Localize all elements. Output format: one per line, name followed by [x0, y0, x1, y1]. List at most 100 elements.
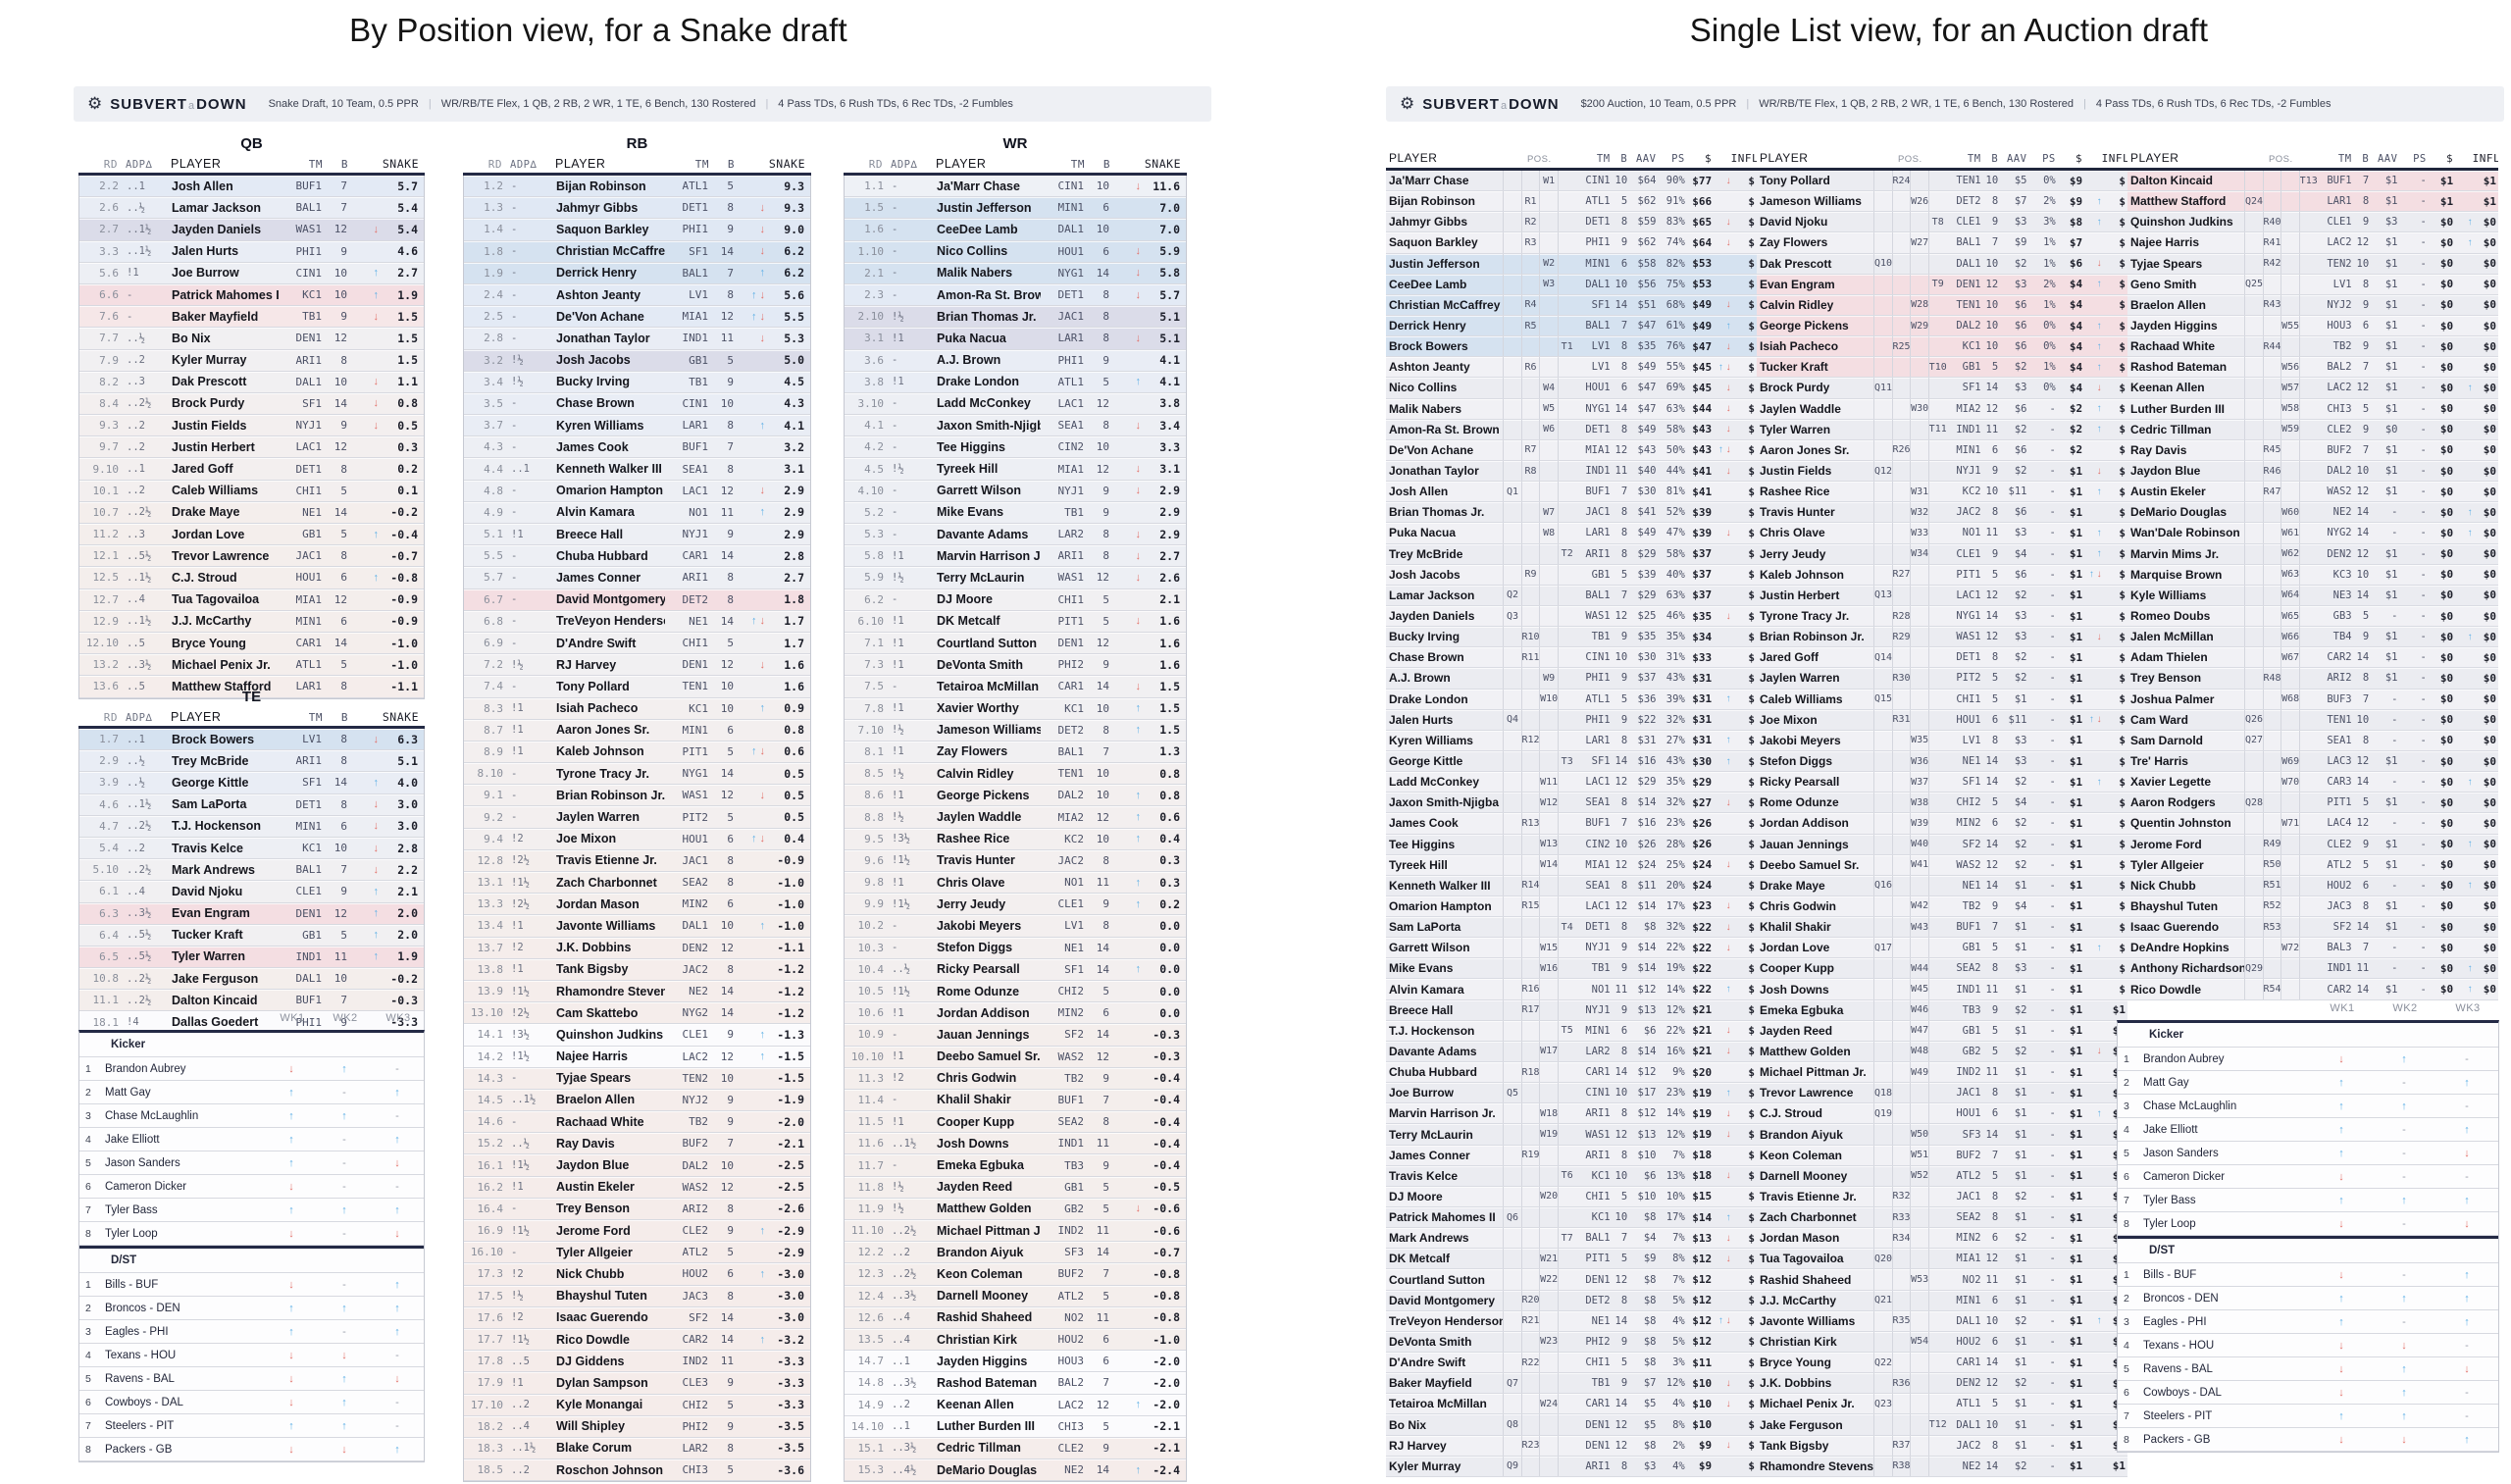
player-row[interactable]: 9.9 !1½ Jerry Jeudy CLE1 9 ↑ 0.2	[845, 894, 1186, 916]
player-row[interactable]: 6.3 ..3½ Evan Engram DEN1 12 ↑ 2.0	[79, 902, 424, 925]
player-row[interactable]: Chris Olave W33 NO1 11 $3- $1 ↑ $	[1757, 523, 2127, 544]
dst-row[interactable]: 2 Broncos - DEN ↑ ↑ ↑	[2118, 1287, 2498, 1310]
player-row[interactable]: 18.1 !4 Dallas Goedert PHI1 9 -3.3	[79, 1011, 424, 1034]
player-row[interactable]: 17.9 !1 Dylan Sampson CLE3 9 -3.3	[464, 1372, 810, 1395]
player-row[interactable]: Josh Jacobs R9 GB1 5 $39 40% $37 $	[1386, 564, 1757, 586]
player-row[interactable]: Ladd McConkey W11 LAC1 12 $29 35% $29 $	[1386, 772, 1757, 793]
player-row[interactable]: 3.8 !1 Drake London ATL1 5 ↑ 4.1	[845, 371, 1186, 393]
player-row[interactable]: Keenan Allen W57 LAC2 12 $1- $0 ↑ $0	[2127, 378, 2498, 399]
player-row[interactable]: Tyler Warren T11 IND1 11 $2- $2 ↑ $	[1757, 419, 2127, 440]
player-row[interactable]: Quinshon Judkins R40 CLE1 9 $3- $0 ↑ $0	[2127, 212, 2498, 233]
player-row[interactable]: Malik Nabers W5 NYG1 14 $47 63% $44 ↓ $	[1386, 398, 1757, 420]
player-row[interactable]: Derrick Henry R5 BAL1 7 $47 61% $49 ↑ $	[1386, 315, 1757, 337]
player-row[interactable]: 3.3 ..1½ Jalen Hurts PHI1 9 4.6	[79, 240, 424, 263]
player-row[interactable]: 6.8-TreVeyon HendersonNE114↑ ↓1.7	[464, 610, 810, 633]
player-row[interactable]: Jayden Daniels Q3 WAS1 12 $25 46% $35 ↓ $	[1386, 605, 1757, 628]
player-row[interactable]: Stefon Diggs W36 NE1 14 $3- $1 $	[1757, 750, 2127, 773]
player-row[interactable]: 6.1 ..4 David Njoku CLE1 9 ↑ 2.1	[79, 881, 424, 903]
player-row[interactable]: Tony Pollard R24 TEN1 10 $5 0% $9 $	[1757, 171, 2127, 192]
player-row[interactable]: Marquise Brown W63 KC3 10 $1- $0 $0	[2127, 564, 2498, 586]
player-row[interactable]: 17.7 !1½ Rico Dowdle CAR2 14 ↑ -3.2	[464, 1328, 810, 1352]
player-row[interactable]: 14.2 !1½ Najee Harris LAC2 12 ↑ -1.5	[464, 1046, 810, 1068]
player-row[interactable]: 6.6- Patrick Mahomes II KC1 10 ↑ 1.9	[79, 283, 424, 307]
player-row[interactable]: Josh Downs W45 IND1 11 $1- $1 $	[1757, 979, 2127, 1000]
player-row[interactable]: 11.8 !½ Jayden Reed GB1 5 -0.5	[845, 1176, 1186, 1199]
player-row[interactable]: Trey Benson R48 ARI2 8 $1- $0 $0	[2127, 668, 2498, 690]
player-row[interactable]: 14.1 !3½ Quinshon Judkins CLE1 9 ↑ -1.3	[464, 1024, 810, 1047]
player-row[interactable]: Kenneth Walker III R14 SEA1 8 $11 20% $24 $	[1386, 875, 1757, 896]
player-row[interactable]: 12.5 ..1½ C.J. Stroud HOU1 6 ↑ -0.8	[79, 567, 424, 589]
player-row[interactable]: 2.6 ..½ Lamar Jackson BAL1 7 5.4	[79, 197, 424, 220]
dst-row[interactable]: 1 Bills - BUF ↓ - ↑	[2118, 1263, 2498, 1287]
player-row[interactable]: 7.8 !1 Xavier Worthy KC1 10 ↑ 1.5	[845, 697, 1186, 720]
player-row[interactable]: Jonathan Taylor R8 IND1 11 $40 44% $41 ↓ $	[1386, 460, 1757, 483]
kicker-row[interactable]: 7 Tyler Bass ↑ ↑ ↑	[79, 1199, 424, 1222]
player-row[interactable]: Dak Prescott Q10 DAL1 10 $2 1% $6 ↓ $	[1757, 253, 2127, 275]
kicker-row[interactable]: 6 Cameron Dicker ↓ - -	[2118, 1165, 2498, 1189]
player-row[interactable]: Tyjae Spears R42 TEN2 10 $1- $0 $0	[2127, 253, 2498, 275]
player-row[interactable]: George Pickens W29 DAL2 10 $6 0% $4 ↑ $	[1757, 315, 2127, 337]
player-row[interactable]: 16.9 !1½ Jerome Ford CLE2 9 ↑ -2.9	[464, 1220, 810, 1243]
player-row[interactable]: Ricky Pearsall W37 SF1 14 $2- $1 ↑ $	[1757, 772, 2127, 793]
player-row[interactable]: 11.7- Emeka Egbuka TB3 9 -0.4	[845, 1154, 1186, 1177]
player-row[interactable]: 1.1- Ja'Marr Chase CIN1 10 ↓ 11.6	[845, 176, 1186, 198]
dst-row[interactable]: 3 Eagles - PHI ↑ - ↑	[79, 1320, 424, 1344]
player-row[interactable]: Kaleb Johnson R27 PIT1 5 $6- $1 ↑ ↓ $	[1757, 564, 2127, 586]
player-row[interactable]: 7.4- Tony Pollard TEN1 10 1.6	[464, 676, 810, 698]
player-row[interactable]: 16.1 !1½ Jaydon Blue DAL2 10 -2.5	[464, 1154, 810, 1177]
kicker-row[interactable]: 5 Jason Sanders ↑ - ↓	[2118, 1142, 2498, 1165]
player-row[interactable]: 4.9- Alvin Kamara NO1 11 ↑ 2.9	[464, 501, 810, 524]
player-row[interactable]: 3.1 !1 Puka Nacua LAR1 8 ↓ 5.1	[845, 328, 1186, 350]
player-row[interactable]: Jared Goff Q14 DET1 8 $2- $1 $	[1757, 647, 2127, 669]
player-row[interactable]: Travis Kelce T6 KC1 10 $6 13% $18 ↓ $	[1386, 1165, 1757, 1187]
player-row[interactable]: 13.4 !1 Javonte Williams DAL1 10 ↑ -1.0	[464, 915, 810, 938]
player-row[interactable]: Cam Ward Q26 TEN1 10- - $0 $0	[2127, 709, 2498, 731]
dst-row[interactable]: 5 Ravens - BAL ↓ ↑ ↓	[79, 1367, 424, 1391]
player-row[interactable]: George Kittle T3 SF1 14 $16 43% $30 ↑ $	[1386, 750, 1757, 773]
player-row[interactable]: 11.4- Khalil Shakir BUF1 7 -0.4	[845, 1089, 1186, 1112]
player-row[interactable]: 7.1 !1 Courtland Sutton DEN1 12 1.6	[845, 632, 1186, 655]
player-row[interactable]: 5.1 !1 Breece Hall NYJ1 9 2.9	[464, 524, 810, 546]
player-row[interactable]: 1.9- Derrick Henry BAL1 7 ↑ 6.2	[464, 262, 810, 284]
player-row[interactable]: 12.2 ..2 Brandon Aiyuk SF3 14 -0.7	[845, 1242, 1186, 1264]
player-row[interactable]: 10.6 !1 Jordan Addison MIN2 6 0.0	[845, 1002, 1186, 1025]
player-row[interactable]: 9.8 !1 Chris Olave NO1 11 ↑ 0.3	[845, 872, 1186, 895]
player-row[interactable]: 10.2- Jakobi Meyers LV1 8 0.0	[845, 915, 1186, 938]
dst-row[interactable]: 7 Steelers - PIT ↑ ↑ -	[79, 1414, 424, 1438]
player-row[interactable]: Isaac Guerendo R53 SF2 14 $1- $0 $0	[2127, 917, 2498, 939]
player-row[interactable]: 5.7- James Conner ARI1 8 2.7	[464, 567, 810, 589]
player-row[interactable]: Drake London W10 ATL1 5 $36 39% $31 ↑ $	[1386, 689, 1757, 710]
player-row[interactable]: 9.3 ..2 Justin Fields NYJ1 9 ↓ 0.5	[79, 415, 424, 437]
player-row[interactable]: Caleb Williams Q15 CHI1 5 $1- $1 $	[1757, 689, 2127, 710]
player-row[interactable]: 10.4 ..½ Ricky Pearsall SF1 14 ↑ 0.0	[845, 958, 1186, 981]
player-row[interactable]: Luther Burden III W58 CHI3 5 $1- $0 $0	[2127, 398, 2498, 420]
player-row[interactable]: Alvin Kamara R16 NO1 11 $12 14% $22 ↑ $	[1386, 979, 1757, 1000]
player-row[interactable]: Jameson Williams W26 DET2 8 $7 2% $9 ↑ $	[1757, 191, 2127, 213]
player-row[interactable]: David Njoku T8 CLE1 9 $3 3% $8 ↑ $	[1757, 212, 2127, 233]
player-row[interactable]: Jerome Ford R49 CLE2 9 $1- $0 ↑ $0	[2127, 834, 2498, 855]
player-row[interactable]: DeVonta Smith W23 PHI2 9 $8 5% $12 $	[1386, 1331, 1757, 1354]
player-row[interactable]: Rhamondre StevensonR38NE214$2-$1$1	[1757, 1456, 2127, 1477]
player-row[interactable]: RJ Harvey R23 DEN1 12 $8 2% $9 ↓ $	[1386, 1435, 1757, 1457]
player-row[interactable]: Xavier Legette W70 CAR3 14- - $0 ↑ $0	[2127, 772, 2498, 793]
player-row[interactable]: Khalil Shakir W43 BUF1 7 $1- $1 $	[1757, 917, 2127, 939]
player-row[interactable]: 12.3 ..2½ Keon Coleman BUF2 7 -0.8	[845, 1263, 1186, 1286]
player-row[interactable]: Isiah Pacheco R25 KC1 10 $6 0% $4 ↑ $	[1757, 336, 2127, 358]
player-row[interactable]: 5.3- Davante Adams LAR2 8 ↓ 2.9	[845, 524, 1186, 546]
player-row[interactable]: 8.9 !1 Kaleb Johnson PIT1 5 ↑ ↓ 0.6	[464, 741, 810, 764]
player-row[interactable]: Anthony Richardson Q29 IND1 11- - $0 ↑ $0	[2127, 958, 2498, 980]
player-row[interactable]: Jaxon Smith-Njigba W12 SEA1 8 $14 32% $27 ↓ $	[1386, 793, 1757, 814]
player-row[interactable]: DK Metcalf W21 PIT1 5 $9 8% $12 ↓ $	[1386, 1249, 1757, 1270]
player-row[interactable]: Kyle Williams W64 NE3 14 $1- $0 $0	[2127, 585, 2498, 606]
player-row[interactable]: Jayden Higgins W55 HOU3 6 $1- $0 $0	[2127, 315, 2498, 337]
player-row[interactable]: 14.3- Tyjae Spears TEN2 10 -1.5	[464, 1067, 810, 1090]
player-row[interactable]: 13.8 !1 Tank Bigsby JAC2 8 -1.2	[464, 958, 810, 981]
player-row[interactable]: Ray Davis R45 BUF2 7 $1- $0 $0	[2127, 439, 2498, 461]
player-row[interactable]: 17.3 !2 Nick Chubb HOU2 6 ↑ -3.0	[464, 1263, 810, 1286]
